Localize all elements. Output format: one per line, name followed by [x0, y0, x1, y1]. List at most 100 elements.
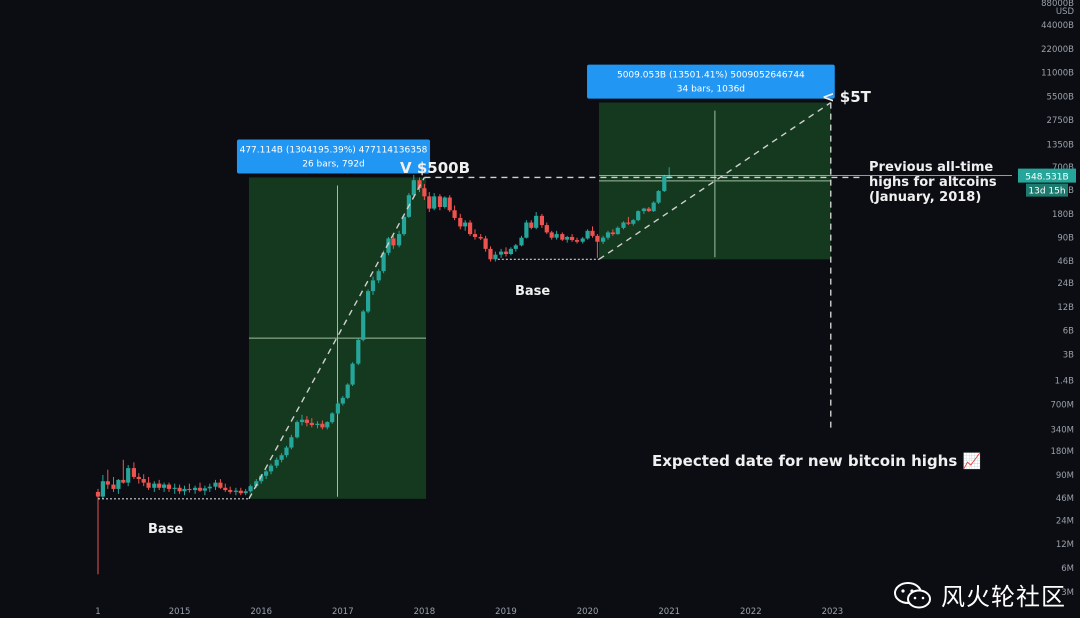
candle-body [223, 487, 228, 491]
candle-body [116, 479, 121, 489]
candle-body [228, 490, 233, 492]
candle-body [187, 488, 192, 491]
candle-body [218, 482, 223, 488]
time-tag-label: 13d 15h [1028, 187, 1065, 197]
candle-body [152, 483, 157, 488]
y-unit-label: USD [1056, 7, 1075, 17]
candle-body [105, 481, 110, 485]
candle-body [452, 210, 457, 218]
candle-body [667, 175, 672, 177]
x-tick-label: 2021 [658, 607, 680, 617]
candle-body [295, 422, 300, 438]
candle-body [432, 196, 437, 209]
x-tick-label: 1 [95, 607, 100, 617]
y-tick-label: 44000B [1041, 21, 1074, 31]
base-label-left: Base [148, 522, 183, 537]
measure-tooltip [587, 64, 835, 99]
y-tick-label: 3M [1061, 588, 1074, 598]
candle-body [213, 482, 218, 487]
candle-body [304, 419, 309, 423]
candle-body [248, 486, 253, 492]
candle-body [427, 196, 432, 209]
overlay-lines [98, 101, 1012, 500]
candle-body [641, 208, 647, 212]
price-tag [1018, 168, 1076, 183]
candle-body [289, 437, 294, 448]
candle-body [157, 483, 162, 488]
y-tick-label: 1.4B [1055, 377, 1075, 387]
y-tick-label: 700B [1052, 163, 1074, 173]
price-tag-label: 548.531B [1025, 173, 1068, 183]
measure-tooltip-line1: 5009.053B (13501.41%) 5009052646744 [617, 71, 805, 81]
candle-body [574, 240, 580, 242]
candle-body [519, 237, 524, 246]
candle-body [610, 232, 615, 235]
y-tick-label: 12B [1057, 303, 1074, 313]
candle-body [458, 217, 463, 227]
time-tag [1026, 183, 1068, 197]
candle-body [243, 491, 248, 494]
candle-body [207, 486, 212, 489]
candle-body [340, 397, 345, 404]
candle-body [615, 227, 620, 235]
candle-body [274, 459, 279, 466]
candle-body [422, 188, 427, 197]
candle-body [121, 479, 126, 483]
candle-body [356, 339, 361, 364]
candle-body [411, 180, 416, 196]
y-tick-label: 24B [1057, 279, 1074, 289]
expected-date-label: Expected date for new bitcoin highs 📈 [652, 452, 981, 470]
candle-body [621, 222, 626, 228]
candle-body [279, 455, 284, 460]
candle-body [662, 176, 667, 192]
candle-body [534, 215, 539, 228]
candle-body [651, 202, 656, 212]
y-tick-label: 90B [1057, 234, 1074, 244]
candle-body [365, 291, 371, 312]
x-tick-label: 2020 [577, 607, 599, 617]
y-tick-label: 24M [1056, 516, 1074, 526]
y-tick-label: 46B [1057, 257, 1074, 267]
measure-tooltip [236, 139, 431, 174]
measure-tooltip-line1: 477.114B (1304195.39%) 477114136358 [240, 145, 428, 155]
x-tick-label: 2023 [822, 607, 844, 617]
candle-body [315, 423, 320, 426]
prev-ath-line1: Previous all-time [869, 160, 993, 175]
candle-body [569, 236, 575, 241]
candle-body [95, 491, 101, 497]
candle-body [488, 248, 493, 260]
candle-body [284, 447, 289, 456]
candle-body [299, 419, 305, 423]
candle-body [626, 222, 631, 224]
candle-body [268, 465, 274, 472]
candle-body [503, 251, 509, 254]
prev-ath-line3: (January, 2018) [869, 190, 981, 205]
y-tick-label: 180M [1050, 447, 1074, 457]
candle-body [131, 468, 137, 477]
candle-body [166, 484, 172, 489]
x-tick-label: 2022 [740, 607, 762, 617]
y-tick-label: 2750B [1047, 116, 1075, 126]
candle-body [463, 222, 468, 227]
y-tick-label: 22000B [1041, 45, 1074, 55]
candle-body [508, 248, 513, 254]
y-tick-label: 180B [1052, 210, 1074, 220]
x-tick-label: 2019 [495, 607, 517, 617]
candle-body [401, 216, 407, 235]
candle-body [565, 236, 570, 240]
candle-body [472, 234, 478, 237]
candle-body [595, 235, 600, 242]
candle-body [447, 197, 452, 211]
candle-body [254, 481, 259, 487]
candle-body [320, 423, 325, 428]
candle-body [478, 236, 483, 239]
y-tick-label: 6B [1063, 327, 1074, 337]
wechat-icon [894, 581, 931, 608]
candle-body [325, 422, 330, 428]
watermark-text: 风火轮社区 [941, 583, 1066, 611]
trend-line-2 [598, 101, 832, 260]
candle-body [263, 471, 269, 476]
